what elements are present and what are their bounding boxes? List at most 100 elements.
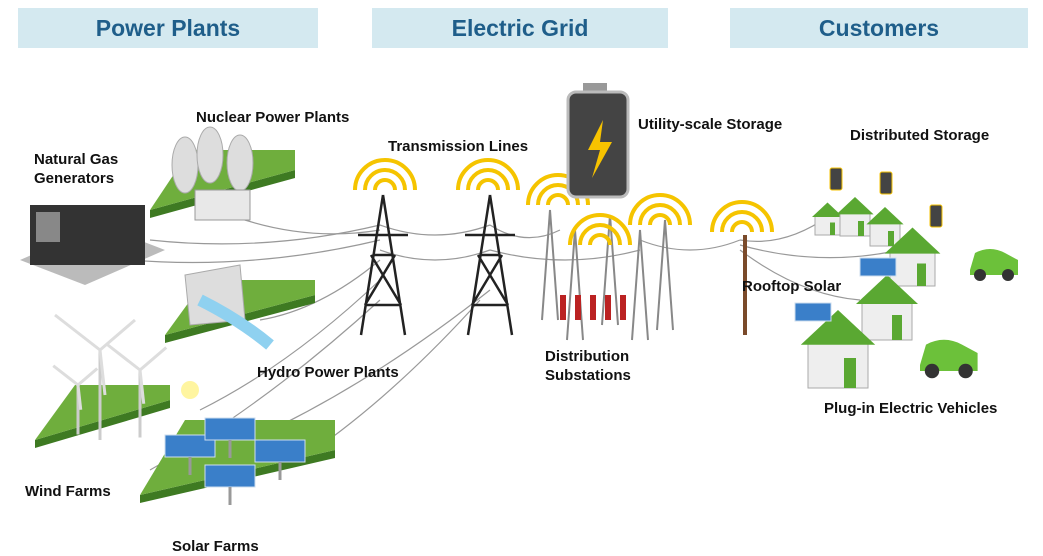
cooling-tower (226, 134, 254, 192)
wire (739, 244, 901, 259)
label: Nuclear Power Plants (196, 109, 350, 126)
transmission-tower (358, 194, 408, 336)
signal-arc (373, 178, 397, 191)
turbine-blade (76, 384, 83, 410)
turbine-blade (54, 313, 101, 352)
turbine-blade (139, 346, 168, 372)
solar-panel (204, 417, 256, 441)
turbine-blade (52, 364, 79, 387)
signal-arc (363, 168, 407, 191)
gas-panel (36, 212, 60, 242)
turbine-blade (77, 367, 99, 387)
house-roof (884, 227, 941, 254)
house-door (892, 315, 902, 340)
house-roof (836, 197, 874, 215)
wire (379, 249, 491, 261)
wire (639, 239, 741, 251)
house-roof (800, 310, 876, 345)
turbine-blade (105, 342, 141, 372)
plant-building (194, 189, 251, 221)
wire (129, 239, 381, 264)
insulator (620, 295, 626, 320)
substation-frame (631, 229, 649, 341)
small-battery (929, 204, 943, 228)
label: Distribution Substations (545, 348, 631, 384)
house-door (858, 221, 864, 236)
substation-frame (566, 229, 584, 341)
signal-arc (648, 213, 672, 226)
rooftop-panel (859, 257, 897, 277)
wire (489, 249, 641, 261)
insulator (605, 295, 611, 320)
substation-frame (601, 214, 619, 326)
label: Utility-scale Storage (638, 116, 783, 133)
label: Rooftop Solar (742, 278, 842, 295)
signal-arc (476, 178, 500, 191)
house-wall (861, 299, 913, 341)
cooling-tower (171, 136, 199, 194)
label: Natural Gas Generators (34, 151, 119, 187)
solar-panel (254, 439, 306, 463)
label: Distributed Storage (850, 127, 990, 144)
signal-arc (638, 203, 682, 226)
header-electric-grid: Electric Grid (372, 8, 668, 48)
wire (199, 279, 381, 411)
signal-arc (720, 210, 764, 233)
signal-arc (466, 168, 510, 191)
signal-arc (730, 220, 754, 233)
ground (35, 385, 170, 440)
header-customers: Customers (730, 8, 1028, 48)
house-door (830, 222, 835, 235)
turbine-blade (99, 318, 136, 352)
house-wall (807, 339, 869, 389)
signal-arc (568, 213, 632, 246)
label: Transmission Lines (388, 138, 529, 155)
turbine-blade (138, 369, 146, 404)
ev-wheel (974, 269, 986, 281)
insulator (575, 295, 581, 320)
wire (259, 259, 381, 321)
turbine-blade (98, 349, 107, 396)
hydro-water (197, 294, 274, 350)
substation-frame (656, 219, 674, 331)
house-wall (814, 214, 841, 236)
cooling-tower (196, 126, 224, 184)
wire (739, 249, 861, 301)
substation-frame (541, 209, 559, 321)
battery-cap (583, 83, 607, 93)
header-power-plants: Power Plants (18, 8, 318, 48)
label: Plug-in Electric Vehicles (824, 400, 998, 417)
label: Hydro Power Plants (257, 364, 399, 381)
signal-arc (456, 158, 520, 191)
insulator (560, 295, 566, 320)
label: Solar Farms (172, 538, 259, 555)
house-door (844, 358, 856, 388)
small-battery (879, 171, 893, 195)
ev-wheel (1002, 269, 1014, 281)
signal-arc (710, 200, 774, 233)
house-roof (812, 202, 843, 217)
house-door (888, 231, 894, 246)
wire (229, 214, 381, 235)
sun (181, 381, 199, 399)
house-roof (866, 207, 904, 225)
signal-arc (628, 193, 692, 226)
transmission-tower (465, 194, 515, 336)
house-wall (839, 211, 871, 237)
ground-side (35, 400, 170, 448)
ev-wheel (958, 363, 973, 379)
small-battery (829, 167, 843, 191)
signal-arc (588, 233, 612, 246)
house-wall (869, 221, 901, 247)
label: Wind Farms (25, 483, 111, 500)
house-door (917, 263, 926, 286)
signal-arc (546, 193, 570, 206)
signal-arc (353, 158, 417, 191)
house-roof (856, 275, 918, 304)
ev-car (970, 249, 1018, 275)
solar-panel (204, 464, 256, 488)
signal-arc (578, 223, 622, 246)
ev-car (920, 339, 978, 371)
